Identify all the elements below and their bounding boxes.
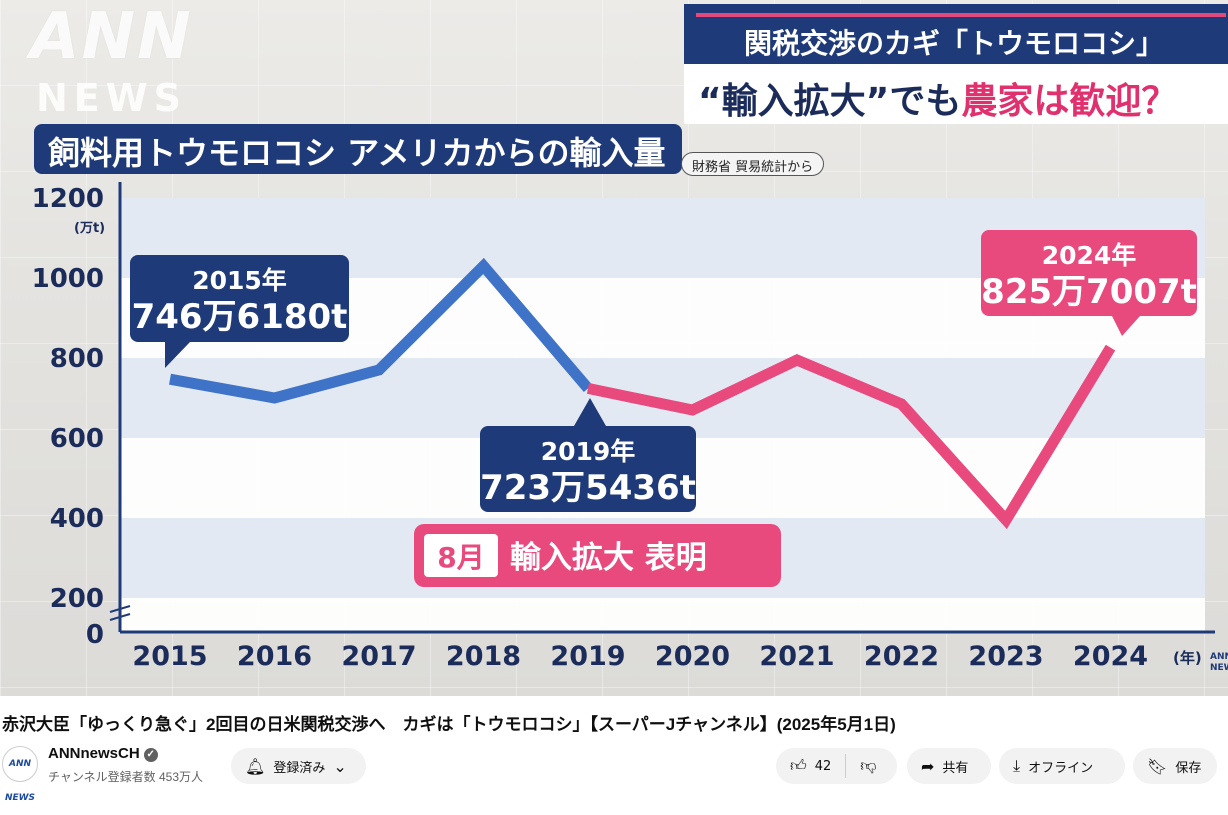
subscribe-label: 登録済み [273, 757, 325, 776]
x-tick-label: 2015 [132, 641, 207, 672]
y-tick-label: 200 [50, 584, 104, 614]
callout-value: 746万6180t [132, 297, 348, 337]
channel-avatar[interactable]: ANN NEWS [2, 746, 38, 782]
y-tick-label: 0 [86, 620, 104, 650]
x-tick-label: 2022 [864, 641, 939, 672]
subscribe-button[interactable]: 🔔︎ 登録済み ⌄ [231, 748, 366, 784]
y-tick-label: 1200 [32, 184, 104, 214]
y-axis-unit: (万t) [74, 221, 105, 236]
x-tick-label: 2024 [1073, 641, 1148, 672]
y-tick-label: 400 [50, 504, 104, 534]
video-player[interactable]: ANN NEWS 関税交渉のカギ「トウモロコシ」 “輸入拡大”でも農家は歓迎？ … [0, 0, 1228, 696]
y-tick-label: 800 [50, 344, 104, 374]
like-count[interactable]: 42 [815, 759, 832, 774]
save-button[interactable]: 🔖︎ 保存 [1133, 748, 1217, 784]
offline-button[interactable]: ⤓ オフライン [999, 748, 1125, 784]
bell-icon: 🔔︎ [245, 757, 265, 776]
share-label: 共有 [942, 757, 968, 776]
callout-year: 2024年 [1042, 241, 1137, 270]
dislike-icon[interactable]: 👎︎ [860, 756, 876, 776]
y-tick-label: 600 [50, 424, 104, 454]
chevron-down-icon: ⌄ [333, 757, 346, 776]
x-tick-label: 2016 [237, 641, 312, 672]
download-icon: ⤓ [1013, 756, 1020, 776]
x-tick-label: 2017 [341, 641, 416, 672]
banner-text: 輸入拡大 表明 [510, 540, 707, 576]
callout-year: 2015年 [192, 266, 287, 295]
callout-year: 2019年 [541, 437, 636, 466]
like-icon[interactable]: 👍︎ [790, 756, 807, 776]
verified-badge-icon: ✓ [144, 748, 158, 762]
month-badge-text: 8月 [437, 541, 484, 574]
y-tick-label: 1000 [32, 264, 104, 294]
corner-logo: ANN NEWS [1210, 652, 1228, 686]
x-tick-label: 2020 [655, 641, 730, 672]
like-dislike-group: 👍︎ 42 👎︎ [776, 748, 897, 784]
x-tick-label: 2023 [968, 641, 1043, 672]
like-divider [845, 754, 846, 778]
x-tick-label: 2018 [446, 641, 521, 672]
x-tick-label: 2019 [550, 641, 625, 672]
x-tick-label: 2021 [759, 641, 834, 672]
share-icon: ➦ [921, 757, 934, 776]
video-title: 赤沢大臣「ゆっくり急ぐ」2回目の日米関税交渉へ カギは「トウモロコシ」【スーパー… [2, 710, 896, 735]
save-label: 保存 [1175, 757, 1201, 776]
subscriber-count: チャンネル登録者数 453万人 [48, 768, 203, 785]
callout-value: 723万5436t [480, 468, 696, 508]
channel-name-text[interactable]: ANNnewsCH [48, 745, 140, 762]
share-button[interactable]: ➦ 共有 [907, 748, 991, 784]
line-chart: 1200 1000 800 600 400 200 0 (万t) 2015 2016 2017 201… [0, 0, 1228, 696]
bookmark-icon: 🔖︎ [1147, 757, 1167, 776]
callout-value: 825万7007t [981, 272, 1197, 312]
offline-label: オフライン [1028, 757, 1093, 776]
channel-name[interactable]: ANNnewsCH ✓ [48, 745, 158, 762]
x-axis-unit: (年) [1173, 649, 1202, 667]
